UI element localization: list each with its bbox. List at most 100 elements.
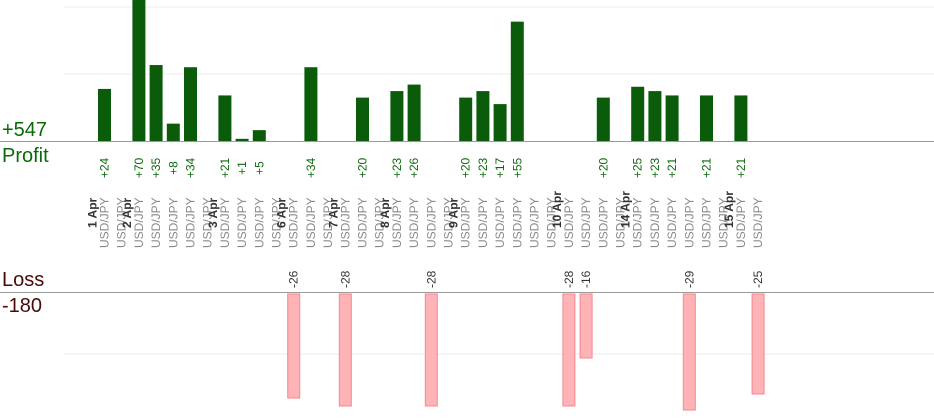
loss-total: -180 xyxy=(2,295,43,317)
loss-value-label: -28 xyxy=(424,270,438,288)
pair-label: USD/JPY xyxy=(493,197,507,248)
profit-value-label: +26 xyxy=(407,157,421,178)
pair-label: USD/JPY xyxy=(459,197,473,248)
profit-value-label: +5 xyxy=(252,161,266,175)
loss-label: Loss xyxy=(2,269,45,291)
loss-value-label: -25 xyxy=(751,270,765,288)
pair-label: USD/JPY xyxy=(545,197,559,248)
date-label: 15 Apr xyxy=(722,191,736,228)
loss-bar xyxy=(751,293,765,395)
pair-label: USD/JPY xyxy=(528,197,542,248)
profit-total: +547 xyxy=(2,119,48,141)
pair-label: USD/JPY xyxy=(476,197,490,248)
profit-bar xyxy=(596,97,610,141)
date-label: 7 Apr xyxy=(326,197,340,228)
profit-value-label: +35 xyxy=(149,157,163,178)
profit-value-label: +21 xyxy=(665,157,679,178)
pair-label: USD/JPY xyxy=(373,197,387,248)
profit-label: Profit xyxy=(2,145,49,167)
profit-bar xyxy=(356,97,369,141)
profit-bar xyxy=(665,95,679,141)
pair-label: USD/JPY xyxy=(579,197,593,248)
profit-value-label: +23 xyxy=(476,157,490,178)
pair-label: USD/JPY xyxy=(270,197,284,248)
loss-value-label: -28 xyxy=(338,270,352,288)
pair-label: USD/JPY xyxy=(321,197,335,248)
pair-label: USD/JPY xyxy=(287,197,301,248)
pair-label: USD/JPY xyxy=(562,197,576,248)
profit-bar xyxy=(510,21,524,141)
profit-value-label: +21 xyxy=(734,157,748,178)
profit-bar xyxy=(252,130,266,141)
profit-value-label: +24 xyxy=(98,157,112,178)
profit-bar xyxy=(493,104,507,141)
pair-label: USD/JPY xyxy=(631,197,645,248)
profit-bar xyxy=(648,91,662,141)
pair-label: USD/JPY xyxy=(734,197,748,248)
loss-bar xyxy=(682,293,696,411)
loss-bar xyxy=(424,293,438,407)
pair-label: USD/JPY xyxy=(596,197,610,248)
profit-value-label: +55 xyxy=(510,157,524,178)
pair-label: USD/JPY xyxy=(682,197,696,248)
pair-label: USD/JPY xyxy=(201,197,215,248)
profit-bar xyxy=(700,95,713,141)
pair-label: USD/JPY xyxy=(442,197,456,248)
pair-label: USD/JPY xyxy=(149,197,163,248)
profit-bar xyxy=(98,88,111,141)
profit-bar xyxy=(132,0,146,141)
pair-label: USD/JPY xyxy=(648,197,662,248)
date-label: 6 Apr xyxy=(275,197,289,228)
profit-value-label: +8 xyxy=(166,161,180,175)
profit-value-label: +70 xyxy=(132,157,146,178)
profit-bar xyxy=(304,67,318,141)
loss-bar xyxy=(338,293,352,407)
pair-label: USD/JPY xyxy=(407,197,421,248)
profit-bar xyxy=(390,91,404,141)
profit-value-label: +21 xyxy=(700,157,714,178)
pair-label: USD/JPY xyxy=(510,197,524,248)
pair-label: USD/JPY xyxy=(356,197,370,248)
profit-value-label: +20 xyxy=(356,157,370,178)
date-label: 1 Apr xyxy=(86,197,100,228)
profit-value-label: +20 xyxy=(596,157,610,178)
date-label: 9 Apr xyxy=(447,197,461,228)
loss-value-label: -29 xyxy=(682,270,696,288)
profit-bar xyxy=(166,123,180,141)
pair-label: USD/JPY xyxy=(98,197,112,248)
pair-label: USD/JPY xyxy=(252,197,266,248)
profit-bar xyxy=(149,65,163,141)
profit-value-label: +23 xyxy=(648,157,662,178)
pair-label: USD/JPY xyxy=(665,197,679,248)
loss-bar xyxy=(579,293,593,359)
pair-label: USD/JPY xyxy=(390,197,404,248)
profit-bar xyxy=(407,84,421,141)
profit-value-label: +34 xyxy=(184,157,198,178)
date-label: 2 Apr xyxy=(120,197,134,228)
pair-label: USD/JPY xyxy=(166,197,180,248)
profit-bar xyxy=(631,86,645,141)
profit-value-label: +21 xyxy=(218,157,232,178)
loss-value-label: -16 xyxy=(579,270,593,288)
date-label: 14 Apr xyxy=(619,191,633,228)
pair-label: USD/JPY xyxy=(235,197,249,248)
profit-value-label: +23 xyxy=(390,157,404,178)
pair-label: USD/JPY xyxy=(700,197,714,248)
loss-value-label: -28 xyxy=(562,270,576,288)
profit-bar xyxy=(459,97,473,141)
pair-label: USD/JPY xyxy=(614,197,628,248)
date-label: 8 Apr xyxy=(378,197,392,228)
profit-value-label: +25 xyxy=(631,157,645,178)
loss-bar xyxy=(287,293,301,399)
profit-bar xyxy=(476,91,490,141)
loss-value-label: -26 xyxy=(287,270,301,288)
profit-value-label: +17 xyxy=(493,157,507,178)
pair-label: USD/JPY xyxy=(751,197,765,248)
pair-label: USD/JPY xyxy=(338,197,352,248)
date-label: 10 Apr xyxy=(550,191,564,228)
pair-label: USD/JPY xyxy=(304,197,318,248)
profit-value-label: +1 xyxy=(235,161,249,175)
pair-label: USD/JPY xyxy=(717,197,731,248)
loss-bar xyxy=(562,293,576,407)
